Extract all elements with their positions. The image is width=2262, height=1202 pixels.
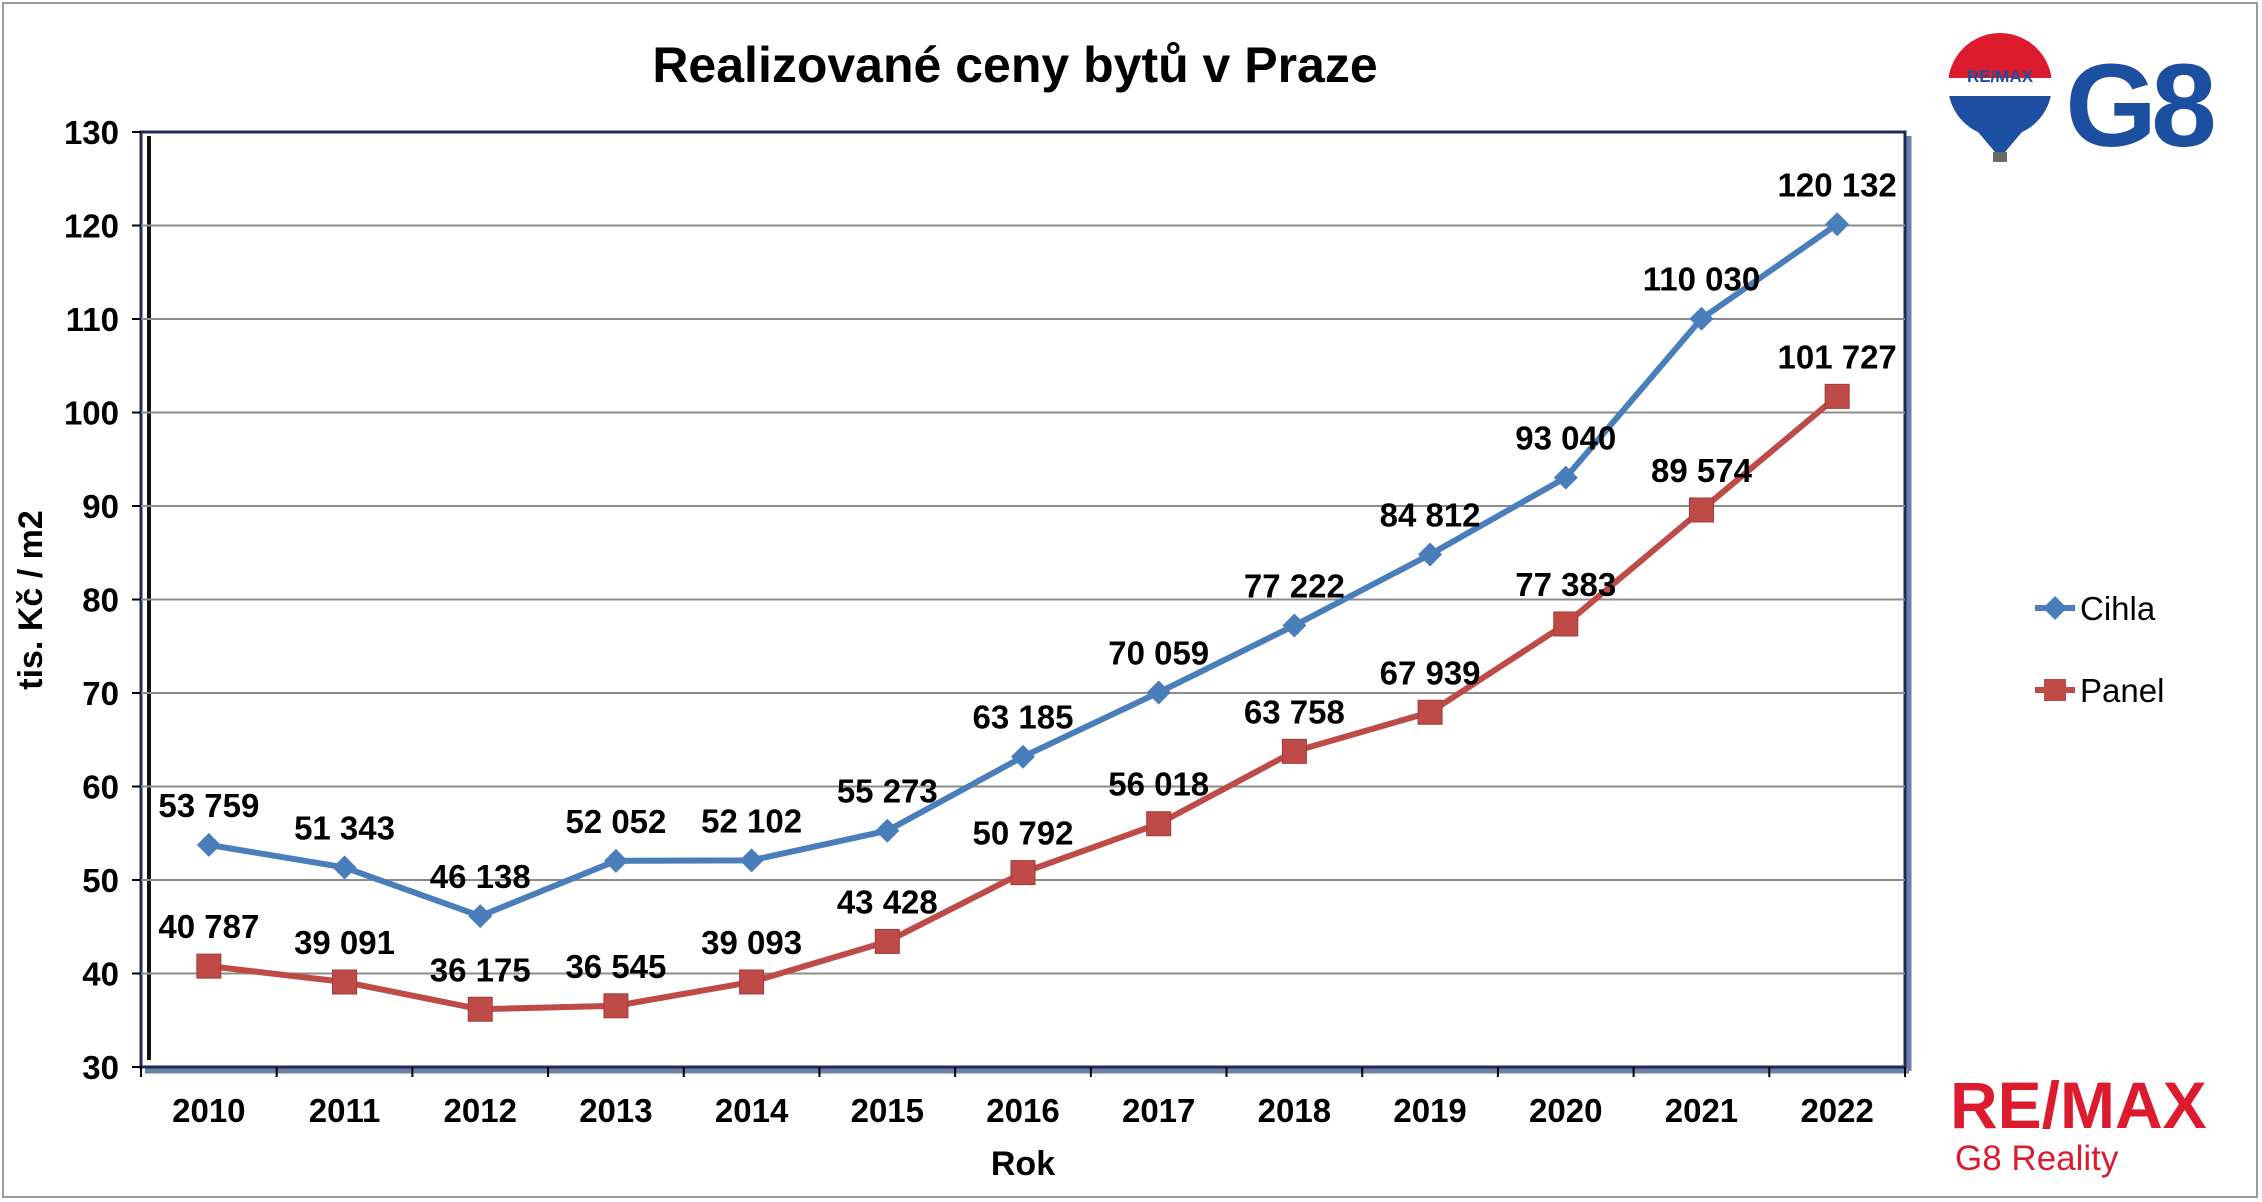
data-label: 120 132 [1778,166,1897,203]
data-label: 89 574 [1651,452,1753,489]
series-layer [196,212,1850,1022]
legend-item-panel: Panel [2035,672,2164,709]
x-tick-label: 2022 [1800,1092,1873,1129]
g8-reality-text: G8 Reality [1955,1139,2119,1178]
y-tick-label: 110 [66,301,119,338]
data-point [1146,811,1172,837]
y-axis: 30 40 50 60 70 80 90 100 110 120 130 [64,114,141,1086]
x-tick-label: 2012 [444,1092,517,1129]
x-tick-label: 2014 [715,1092,789,1129]
y-tick-label: 60 [82,769,119,806]
y-tick-label: 70 [82,675,119,712]
data-label: 43 428 [837,883,938,920]
data-point [468,904,493,929]
data-label: 50 792 [973,815,1074,852]
data-point [1825,212,1850,237]
diamond-marker-icon [2043,596,2067,620]
y-tick-label: 50 [82,862,119,899]
data-point [739,969,765,995]
x-tick-label: 2013 [579,1092,652,1129]
data-point [196,832,221,857]
data-label: 77 222 [1244,567,1345,604]
x-axis: 2010 2011 2012 2013 2014 2015 2016 2017 2018 2019… [140,1067,1906,1129]
square-marker-icon [2044,679,2066,701]
data-label: 93 040 [1515,420,1616,457]
y-tick-label: 120 [64,208,119,245]
data-point [739,848,764,873]
x-tick-label: 2015 [851,1092,924,1129]
data-point [1146,680,1171,705]
y-tick-label: 90 [82,488,119,525]
data-point [196,953,222,979]
data-label: 36 175 [430,951,531,988]
data-point [1689,306,1714,331]
data-label: 84 812 [1380,497,1481,534]
data-point [1553,465,1578,490]
legend-label-cihla: Cihla [2080,590,2156,627]
data-point [603,848,628,873]
data-label: 40 787 [158,908,259,945]
data-point [1010,860,1036,886]
x-tick-label: 2016 [986,1092,1059,1129]
y-tick-label: 40 [82,956,119,993]
legend: Cihla Panel [2035,590,2164,709]
g8-logo-text: G8 [2065,40,2213,172]
data-label: 51 343 [294,809,395,846]
data-point [467,996,493,1022]
y-tick-label: 80 [82,582,119,619]
y-tick-label: 130 [64,114,119,151]
data-point [1417,699,1443,725]
data-point [1011,744,1035,769]
x-tick-label: 2010 [172,1092,245,1129]
data-labels: 53 759 51 343 46 138 52 052 52 102 55 273 63 1… [158,166,1896,988]
balloon-logo-text: RE/MAX [1967,67,2034,86]
legend-item-cihla: Cihla [2035,590,2156,627]
data-label: 67 939 [1380,654,1481,691]
data-point [1282,613,1307,638]
data-point [874,928,900,954]
data-label: 55 273 [837,773,938,810]
chart-title: Realizované ceny bytů v Praze [652,37,1377,93]
x-tick-label: 2020 [1529,1092,1602,1129]
data-point [875,818,900,843]
data-label: 52 102 [701,802,802,839]
data-label: 36 545 [565,948,666,985]
x-tick-label: 2019 [1393,1092,1466,1129]
data-label: 52 052 [565,803,666,840]
x-tick-label: 2018 [1258,1092,1331,1129]
data-label: 63 758 [1244,693,1345,730]
data-point [1688,497,1714,523]
data-point [1824,383,1850,409]
data-point [332,969,358,995]
data-label: 70 059 [1108,634,1209,671]
remax-balloon-logo: RE/MAX [1948,33,2052,162]
legend-label-panel: Panel [2080,672,2164,709]
data-label: 63 185 [973,699,1074,736]
data-point [603,993,629,1019]
data-label: 56 018 [1108,766,1209,803]
x-tick-label: 2017 [1122,1092,1195,1129]
data-label: 46 138 [430,858,531,895]
data-point [332,855,357,880]
x-axis-title: Rok [991,1145,1055,1183]
remax-wordmark: RE/MAX [1950,1068,2207,1142]
data-point [1281,738,1307,764]
data-label: 39 093 [701,924,802,961]
data-label: 53 759 [158,787,259,824]
data-label: 39 091 [294,924,395,961]
data-point [1553,611,1579,637]
x-tick-label: 2011 [309,1092,381,1129]
data-point [1418,542,1443,567]
data-label: 110 030 [1643,261,1760,298]
y-tick-label: 30 [82,1049,119,1086]
data-label: 77 383 [1515,566,1616,603]
y-tick-label: 100 [64,395,119,432]
y-axis-title: tis. Kč / m2 [12,510,50,690]
data-label: 101 727 [1778,338,1897,375]
x-tick-label: 2021 [1665,1092,1738,1129]
